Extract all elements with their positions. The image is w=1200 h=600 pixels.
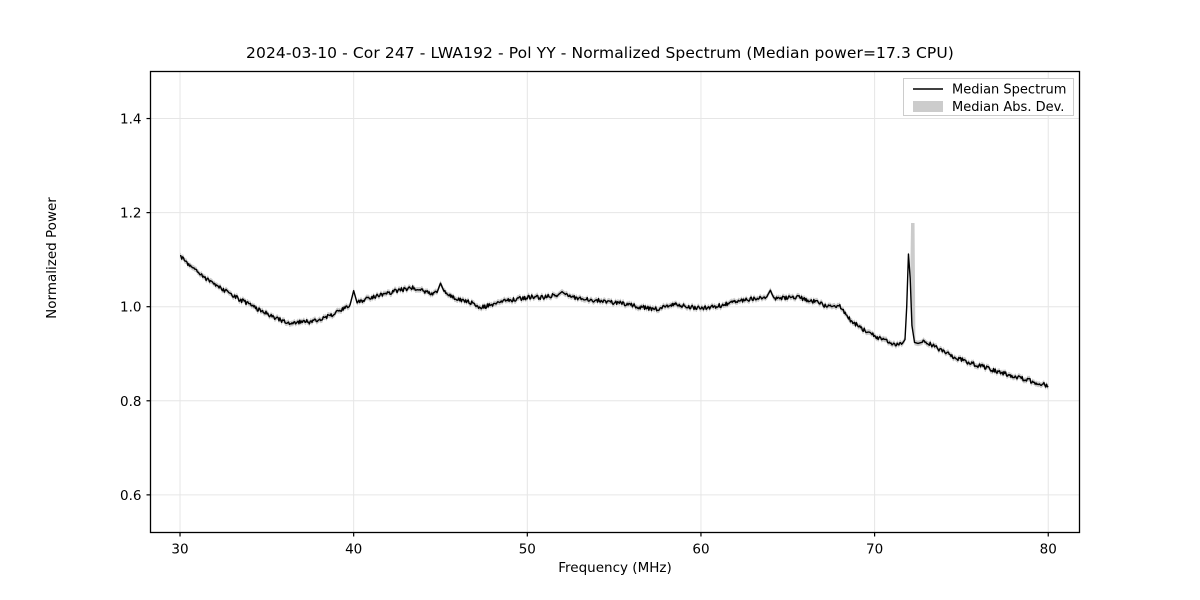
y-tick-label: 1.4 [120,112,141,128]
x-tick-label: 80 [1040,542,1057,558]
x-tick-label: 60 [692,542,709,558]
x-tick-label: 40 [345,542,362,558]
x-tick-label: 30 [171,542,188,558]
grid-lines [150,71,1080,533]
chart-title: 2024-03-10 - Cor 247 - LWA192 - Pol YY -… [246,44,954,62]
y-tick-label: 1.0 [120,300,141,316]
y-tick-label: 0.8 [120,394,141,410]
x-tick-label: 70 [866,542,883,558]
legend-box: Median Spectrum Median Abs. Dev. [903,78,1074,116]
x-tick-labels: 30 40 50 60 70 80 [171,542,1056,558]
axis-ticks [146,117,1049,537]
data-line [179,253,1049,388]
y-tick-label: 0.6 [120,488,141,504]
y-tick-labels: 0.6 0.8 1.0 1.2 1.4 [120,112,141,504]
x-axis-label: Frequency (MHz) [558,560,672,576]
legend-label-median-spectrum: Median Spectrum [952,83,1066,98]
y-tick-label: 1.2 [120,206,141,222]
legend-label-median-abs-dev: Median Abs. Dev. [952,100,1064,115]
axes-frame [149,70,1081,534]
legend-patch-swatch [913,101,943,112]
x-tick-label: 50 [519,542,536,558]
